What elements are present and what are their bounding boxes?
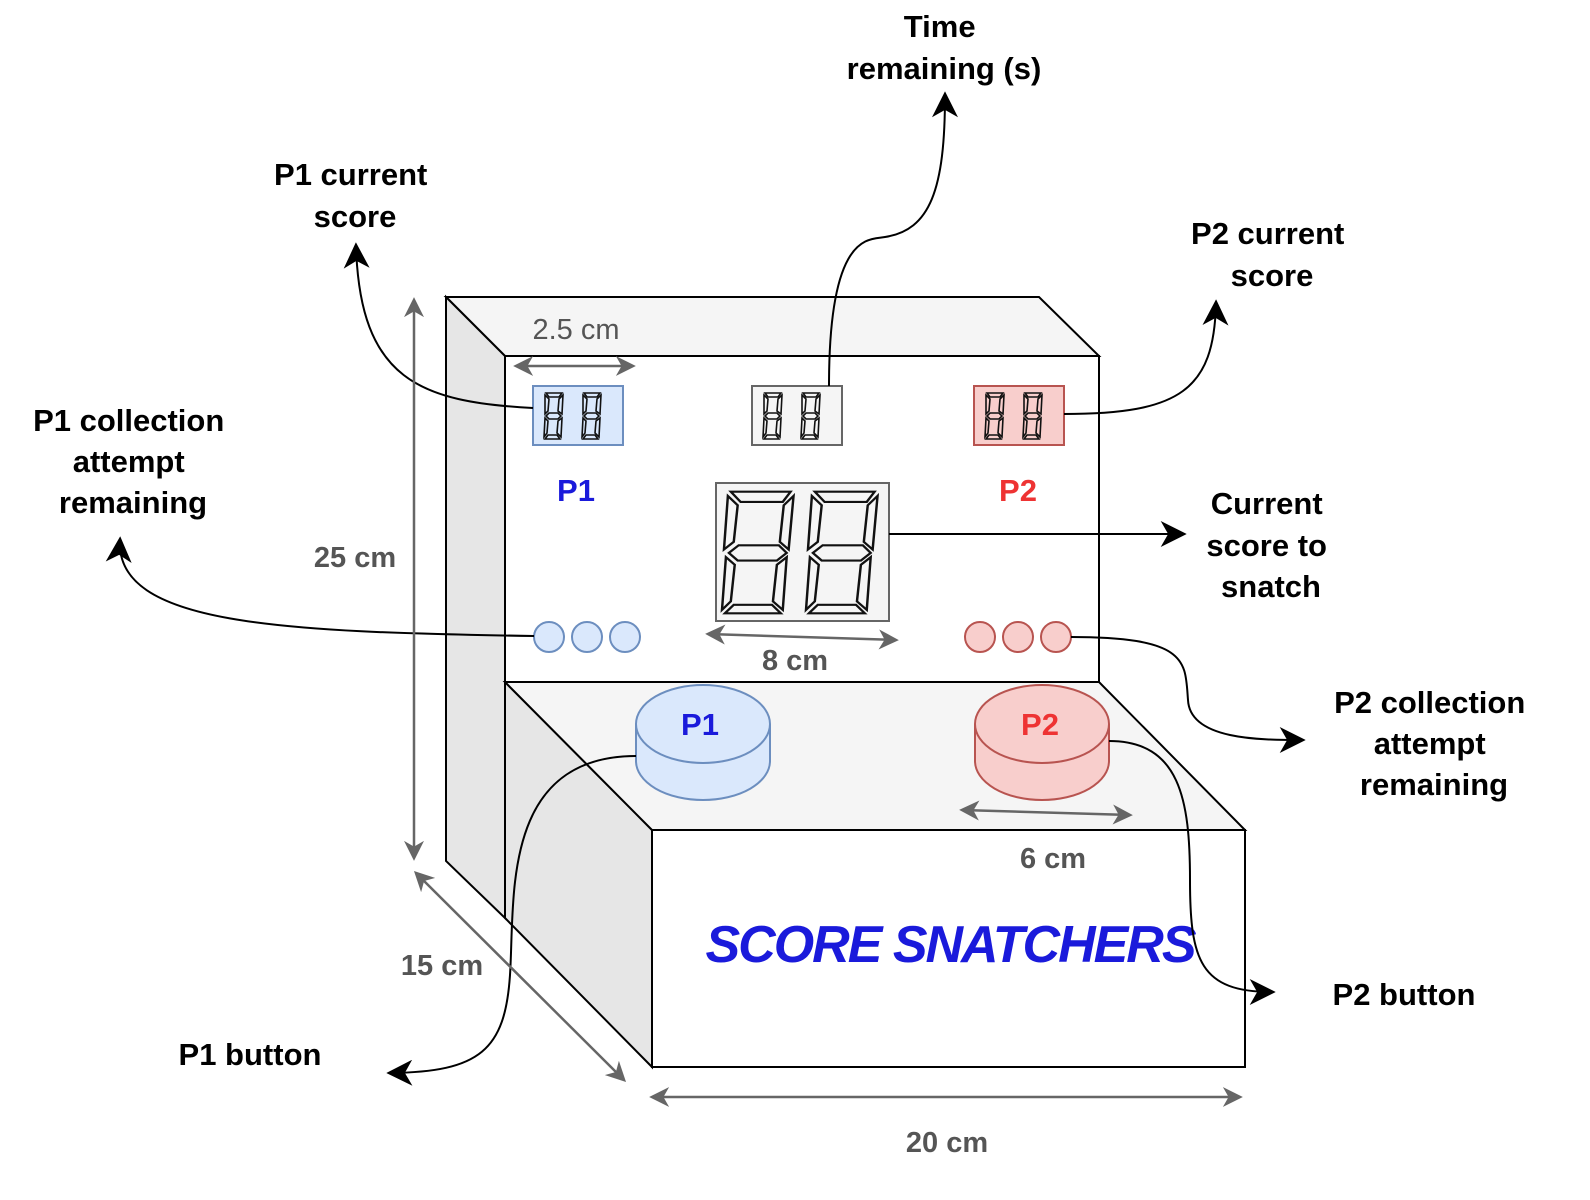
arrow-p1-score xyxy=(343,242,534,409)
p1-panel-label: P1 xyxy=(557,473,595,508)
callout-current-score-to-snatch: Current score to snatch xyxy=(1206,486,1335,604)
dim-button-diameter xyxy=(959,800,1133,825)
callout-p2-current-score: P2 current score xyxy=(1191,216,1353,293)
p2-panel-label: P2 xyxy=(999,473,1037,508)
p2-button-label: P2 xyxy=(1021,707,1059,742)
callout-p1-current-score: P1 current score xyxy=(274,157,436,234)
p2-score-display xyxy=(973,385,1065,446)
dim-width-label: 20 cm xyxy=(906,1127,988,1159)
arrow-time xyxy=(828,91,958,387)
dim-height-label: 25 cm xyxy=(314,542,396,574)
arrow-p2-score xyxy=(1063,299,1229,415)
p1-attempt-leds xyxy=(533,621,641,653)
p1-attempt-led xyxy=(533,621,565,653)
timer-display xyxy=(751,385,843,446)
dim-display-width-label: 2.5 cm xyxy=(532,314,619,346)
callout-p1-attempts: P1 collection attempt remaining xyxy=(33,403,233,520)
dimension-lines xyxy=(404,297,1243,1107)
arrow-p1-attempts xyxy=(105,536,535,637)
p2-attempt-led xyxy=(1002,621,1034,653)
p2-button[interactable]: P2 xyxy=(974,684,1110,801)
p2-attempt-led xyxy=(1040,621,1072,653)
p2-attempt-led xyxy=(964,621,996,653)
snatch-score-display xyxy=(715,482,890,622)
dim-button-diameter-label: 6 cm xyxy=(1020,843,1086,875)
box-left-side xyxy=(445,294,506,921)
p2-attempt-leds xyxy=(964,621,1072,653)
p1-attempt-led xyxy=(609,621,641,653)
arrow-p2-attempts xyxy=(1070,636,1306,753)
dim-center-width xyxy=(705,624,899,650)
brand-title: SCORE SNATCHERS xyxy=(705,916,1196,974)
callout-p1-button: P1 button xyxy=(179,1037,322,1072)
dim-center-width-label: 8 cm xyxy=(762,645,828,677)
arrow-p2-button xyxy=(1108,740,1276,1005)
box-lower-front xyxy=(651,829,1246,1068)
callout-time-remaining: Time remaining (s) xyxy=(847,9,1042,86)
callout-p2-button: P2 button xyxy=(1333,977,1476,1012)
p1-score-display xyxy=(532,385,624,446)
dim-depth-label: 15 cm xyxy=(401,950,483,982)
p1-button-label: P1 xyxy=(681,707,719,742)
p1-button[interactable]: P1 xyxy=(635,684,771,801)
p1-attempt-led xyxy=(571,621,603,653)
dim-depth xyxy=(413,870,627,1083)
callout-p2-attempts: P2 collection attempt remaining xyxy=(1334,685,1534,802)
